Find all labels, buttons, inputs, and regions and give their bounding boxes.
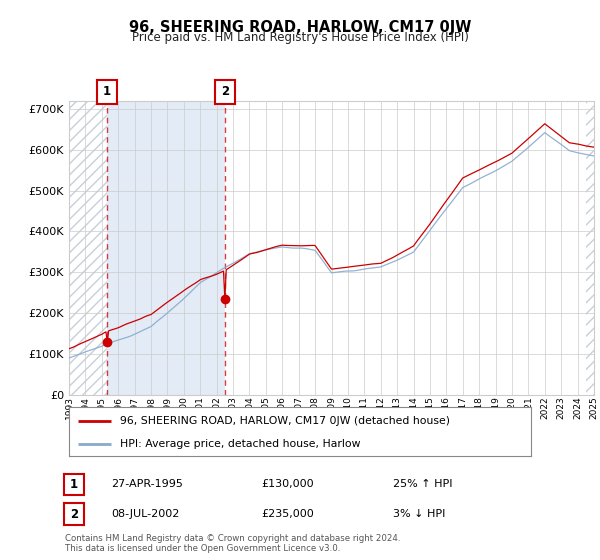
Text: 08-JUL-2002: 08-JUL-2002: [111, 509, 179, 519]
Text: £235,000: £235,000: [261, 509, 314, 519]
Bar: [586, 101, 594, 395]
Text: 1: 1: [103, 85, 111, 99]
Text: 1: 1: [70, 478, 78, 491]
Text: 3% ↓ HPI: 3% ↓ HPI: [393, 509, 445, 519]
Text: 27-APR-1995: 27-APR-1995: [111, 479, 183, 489]
Text: 25% ↑ HPI: 25% ↑ HPI: [393, 479, 452, 489]
Text: 96, SHEERING ROAD, HARLOW, CM17 0JW (detached house): 96, SHEERING ROAD, HARLOW, CM17 0JW (det…: [120, 416, 450, 426]
Text: £130,000: £130,000: [261, 479, 314, 489]
Text: 2: 2: [221, 85, 229, 99]
Text: Price paid vs. HM Land Registry's House Price Index (HPI): Price paid vs. HM Land Registry's House …: [131, 31, 469, 44]
Text: HPI: Average price, detached house, Harlow: HPI: Average price, detached house, Harl…: [120, 439, 361, 449]
Bar: [107, 101, 225, 395]
Text: 96, SHEERING ROAD, HARLOW, CM17 0JW: 96, SHEERING ROAD, HARLOW, CM17 0JW: [129, 20, 471, 35]
Text: 2: 2: [70, 507, 78, 521]
Text: Contains HM Land Registry data © Crown copyright and database right 2024.
This d: Contains HM Land Registry data © Crown c…: [65, 534, 400, 553]
Bar: [69, 101, 107, 395]
